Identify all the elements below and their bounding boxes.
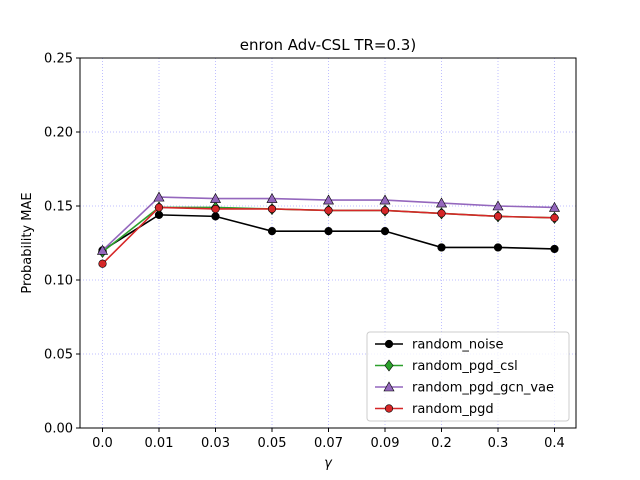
data-point	[154, 203, 164, 212]
legend-marker	[384, 339, 394, 349]
x-tick-label: 0.3	[488, 436, 509, 451]
x-tick-label: 0.2	[431, 436, 452, 451]
y-tick-label: 0.10	[44, 274, 73, 289]
data-point	[96, 244, 109, 255]
x-tick-label: 0.05	[258, 436, 287, 451]
series-random_pgd	[98, 203, 559, 268]
legend-label: random_pgd_csl	[412, 359, 518, 374]
data-point	[209, 192, 222, 203]
x-tick-label: 0.0	[92, 436, 113, 451]
data-point	[267, 227, 277, 236]
y-axis-label: Probability MAE	[20, 192, 35, 293]
x-tick-label: 0.07	[314, 436, 343, 451]
data-point	[550, 213, 559, 222]
series-random_pgd_gcn_vae	[96, 191, 561, 255]
data-point	[435, 197, 448, 208]
data-point	[493, 212, 503, 221]
data-point	[380, 206, 390, 215]
legend-label: random_pgd_gcn_vae	[412, 381, 554, 396]
x-tick-label: 0.03	[201, 436, 230, 451]
legend-label: random_noise	[412, 338, 504, 353]
data-point	[211, 204, 220, 214]
data-point	[437, 209, 446, 218]
legend-entry: random_pgd	[375, 402, 494, 417]
legend: random_noise random_pgd_csl random_pgd_gcn…	[366, 331, 570, 422]
data-point	[211, 212, 220, 221]
y-axis: 0.00 0.05 0.10 0.15 0.20 0.25	[44, 52, 80, 437]
legend-label: random_pgd	[412, 402, 494, 417]
legend-entry: random_pgd_csl	[375, 359, 518, 374]
data-point	[492, 200, 504, 211]
x-axis: 0.0 0.01 0.03 0.05 0.07 0.09 0.2 0.3 0.4	[92, 428, 565, 451]
x-axis-label: γ	[324, 456, 333, 471]
legend-box	[366, 331, 570, 422]
y-tick-label: 0.00	[44, 422, 73, 437]
data-point	[380, 227, 390, 236]
chart-title: enron Adv-CSL TR=0.3)	[240, 36, 416, 54]
legend-entry: random_noise	[375, 338, 504, 353]
data-point	[267, 204, 277, 214]
x-tick-label: 0.09	[371, 436, 400, 451]
legend-marker	[384, 404, 394, 413]
y-tick-label: 0.25	[44, 52, 73, 67]
data-point	[437, 243, 446, 252]
legend-marker	[383, 381, 395, 392]
legend-entry: random_pgd_gcn_vae	[375, 381, 554, 396]
data-point	[493, 243, 503, 252]
data-point	[548, 201, 561, 212]
y-tick-label: 0.05	[44, 348, 73, 363]
data-point	[379, 194, 391, 205]
x-tick-label: 0.01	[145, 436, 174, 451]
data-point	[266, 192, 278, 203]
y-tick-label: 0.20	[44, 126, 73, 141]
x-tick-label: 0.4	[544, 436, 565, 451]
series-layer	[96, 191, 561, 268]
data-point	[153, 191, 165, 202]
data-point	[324, 227, 333, 236]
legend-marker	[384, 359, 394, 372]
y-tick-label: 0.15	[44, 200, 73, 215]
data-point	[324, 206, 333, 215]
data-point	[98, 259, 107, 268]
data-point	[322, 194, 335, 205]
data-point	[550, 244, 559, 254]
